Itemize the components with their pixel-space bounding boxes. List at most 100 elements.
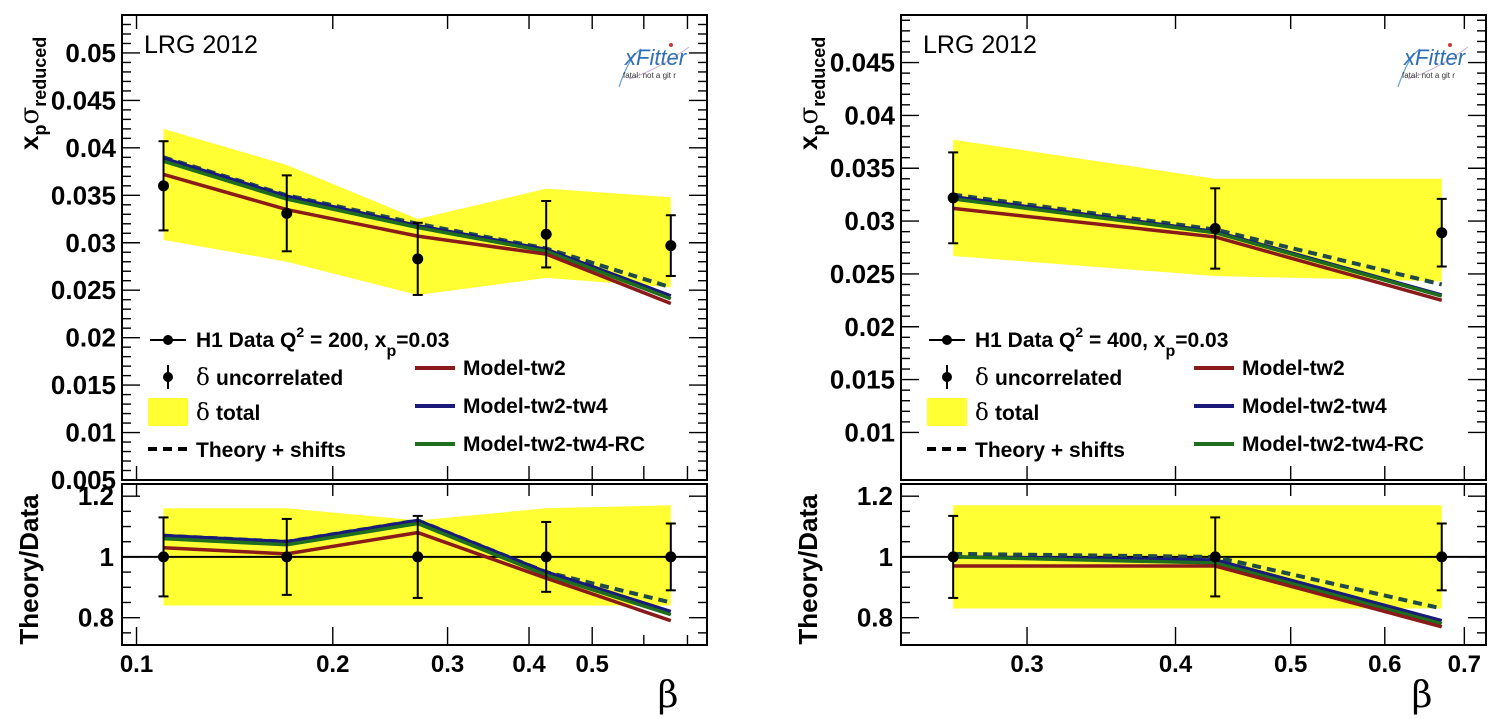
legend-data-marker — [163, 335, 173, 345]
logo-dot — [1448, 43, 1452, 47]
data-point — [540, 228, 552, 240]
y-tick-label: 0.035 — [830, 153, 895, 183]
y-axis-label: xpσreduced — [14, 37, 50, 150]
legend-label-tw2: Model-tw2 — [463, 357, 566, 380]
y-label-sub: p — [30, 125, 50, 136]
y-tick-label: 0.015 — [830, 365, 895, 395]
x-tick-label: 0.7 — [1448, 651, 1481, 678]
legend-unc-marker — [163, 372, 173, 382]
legend-data-marker — [942, 335, 952, 345]
ratio-frame — [900, 483, 1487, 646]
x-axis-label: β — [658, 675, 679, 716]
legend-data-label-part: H1 Data Q — [975, 329, 1075, 352]
ratio-data-point — [158, 551, 170, 563]
ratio-data-point — [665, 551, 677, 563]
chart-panel-1: 0.005 0.01 0.015 0.02 0.025 0.03 0.035 0.04 0.04… — [14, 14, 708, 716]
logo-arc — [1407, 46, 1469, 80]
ratio-y-tick-label: 1 — [879, 542, 893, 572]
y-tick-label: 0.025 — [830, 259, 895, 289]
x-tick-label: 0.3 — [1010, 651, 1043, 678]
data-point — [281, 207, 293, 219]
data-point — [412, 253, 424, 265]
legend-unc-symbol: δ — [975, 365, 989, 391]
legend-label-tw4: Model-tw2-tw4 — [463, 395, 608, 418]
ratio-plot: 0.8 1 1.2 0.3 0.4 0.5 0.6 0.7 Theory/Data β — [793, 481, 1487, 716]
logo-dot — [669, 43, 673, 47]
legend-data-label-part: H1 Data Q — [196, 329, 296, 352]
ratio-data-point — [1209, 551, 1221, 563]
legend: H1 Data Q2 = 200, xp=0.03 δ uncorrelated δ t… — [148, 324, 645, 462]
ratio-y-tick-label: 0.8 — [857, 603, 893, 633]
y-tick-label: 0.045 — [51, 85, 116, 115]
logo-swoosh — [1397, 48, 1421, 88]
ratio-y-tick-label: 1.2 — [857, 481, 893, 511]
plot-title: LRG 2012 — [144, 31, 258, 59]
ratio-data-point — [412, 551, 424, 563]
main-frame — [121, 14, 708, 481]
y-label-sub: p — [809, 125, 829, 136]
x-tick-label: 0.5 — [1274, 651, 1307, 678]
x-tick-label: 0.2 — [316, 651, 349, 678]
y-tick-label: 0.035 — [51, 180, 116, 210]
y-tick-label: 0.04 — [65, 133, 116, 163]
legend-total-swatch — [927, 398, 967, 426]
logo-name: xFitter — [624, 45, 688, 70]
legend: H1 Data Q2 = 400, xp=0.03 δ uncorrelated δ t… — [927, 324, 1424, 462]
legend-data-label: H1 Data Q2 = 200, xp=0.03 — [196, 324, 449, 360]
y-tick-label: 0.045 — [830, 48, 895, 78]
legend-unc-label: uncorrelated — [216, 367, 343, 390]
legend-shift-label: Theory + shifts — [975, 439, 1125, 462]
logo-subtitle: fatal: not a git r — [623, 71, 676, 80]
legend-unc-marker — [942, 372, 952, 382]
legend-shift-label: Theory + shifts — [196, 439, 346, 462]
legend-data-label-part: p — [387, 343, 397, 360]
main-frame — [900, 14, 1487, 481]
ratio-data-point — [1436, 551, 1448, 563]
legend-data-label-part: =0.03 — [396, 329, 449, 352]
y-tick-label: 0.005 — [51, 465, 116, 495]
ratio-data-point — [947, 551, 959, 563]
x-tick-label: 0.5 — [576, 651, 609, 678]
total-uncertainty-band — [953, 139, 1442, 282]
logo-subtitle: fatal: not a git r — [1402, 71, 1455, 80]
legend-data-label-part: p — [1166, 343, 1176, 360]
y-label-sigma: σ — [15, 107, 45, 125]
y-tick-label: 0.03 — [65, 228, 116, 258]
y-tick-label: 0.01 — [65, 418, 116, 448]
logo-name: xFitter — [1403, 45, 1467, 70]
main-plot: 0.01 0.015 0.02 0.025 0.03 0.035 0.04 0.045 LRG … — [793, 14, 1487, 481]
y-tick-label: 0.02 — [65, 323, 116, 353]
plot-title: LRG 2012 — [923, 31, 1037, 59]
legend-total-label: total — [995, 402, 1039, 425]
legend-total-symbol: δ — [196, 400, 210, 426]
ratio-y-axis-label: Theory/Data — [793, 494, 823, 645]
chart-panel-2: 0.01 0.015 0.02 0.025 0.03 0.035 0.04 0.045 LRG … — [793, 14, 1487, 716]
legend-total-label: total — [216, 402, 260, 425]
y-tick-label: 0.04 — [844, 100, 895, 130]
x-tick-label: 0.3 — [431, 651, 464, 678]
ratio-plot: 0.8 1 1.2 0.1 0.2 0.3 0.4 0.5 Theory/Data β — [14, 481, 708, 716]
logo-swoosh — [618, 48, 642, 88]
legend-label-tw4: Model-tw2-tw4 — [1242, 395, 1387, 418]
legend-total-symbol: δ — [975, 400, 989, 426]
y-label-x: x — [793, 135, 823, 150]
ratio-data-point — [540, 551, 552, 563]
legend-label-rc: Model-tw2-tw4-RC — [463, 433, 645, 456]
x-tick-label: 0.1 — [120, 651, 153, 678]
y-label-sub: reduced — [809, 37, 829, 107]
x-axis-label: β — [1412, 675, 1433, 716]
logo-arc — [628, 46, 690, 80]
legend-label-rc: Model-tw2-tw4-RC — [1242, 433, 1424, 456]
legend-total-swatch — [148, 398, 188, 426]
legend-data-label-part: =0.03 — [1175, 329, 1228, 352]
legend-data-label-part: = 400, x — [1083, 329, 1166, 352]
legend-unc-label: uncorrelated — [995, 367, 1122, 390]
y-tick-label: 0.025 — [51, 275, 116, 305]
main-plot: 0.005 0.01 0.015 0.02 0.025 0.03 0.035 0.04 0.04… — [14, 14, 708, 495]
y-tick-label: 0.05 — [65, 38, 116, 68]
x-tick-label: 0.4 — [512, 651, 546, 678]
y-tick-label: 0.03 — [844, 206, 895, 236]
